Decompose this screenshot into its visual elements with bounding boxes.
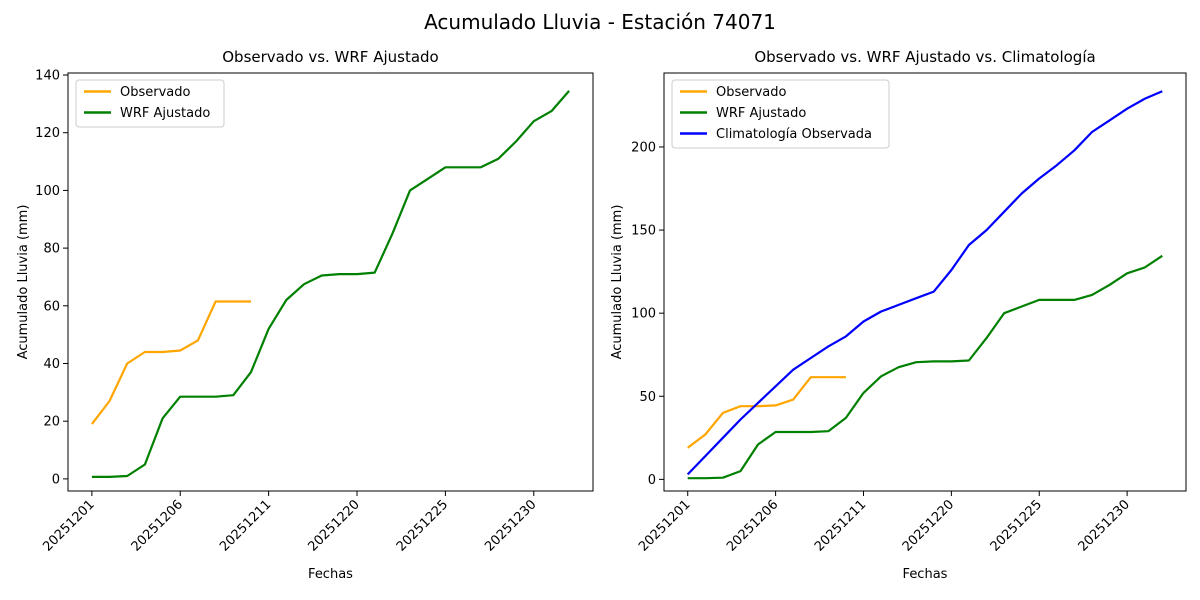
plot-border xyxy=(663,72,1187,492)
y-tick-label: 100 xyxy=(631,307,656,322)
y-axis-label: Acumulado Lluvia (mm) xyxy=(16,205,31,360)
x-tick-label: 20251225 xyxy=(394,497,451,554)
x-tick-label: 20251211 xyxy=(812,497,869,554)
x-tick-label: 20251220 xyxy=(305,497,362,554)
y-tick-label: 60 xyxy=(43,299,60,314)
y-tick-label: 140 xyxy=(35,69,60,84)
legend-label-observado: Observado xyxy=(716,85,787,100)
legend-box xyxy=(671,79,890,149)
x-tick-label: 20251230 xyxy=(482,497,539,554)
x-tick-label: 20251201 xyxy=(636,497,693,554)
y-tick-label: 0 xyxy=(52,472,60,487)
figure-title: Acumulado Lluvia - Estación 74071 xyxy=(424,10,776,34)
series-line-observado xyxy=(687,376,846,449)
legend: Observado WRF Ajustado xyxy=(75,79,225,128)
y-tick-label: 20 xyxy=(43,415,60,430)
series-line-wrf-ajustado xyxy=(91,90,570,478)
chart-title: Observado vs. WRF Ajustado xyxy=(222,48,438,66)
legend-label-climatologia-observada: Climatología Observada xyxy=(716,127,872,142)
chart-title: Observado vs. WRF Ajustado vs. Climatolo… xyxy=(754,48,1095,66)
y-tick-label: 50 xyxy=(639,390,656,405)
y-axis-label: Acumulado Lluvia (mm) xyxy=(610,205,625,360)
x-tick-label: 20251211 xyxy=(217,497,274,554)
y-tick-label: 200 xyxy=(631,140,656,155)
x-tick-label: 20251230 xyxy=(1076,497,1133,554)
y-tick-label: 80 xyxy=(43,242,60,257)
y-tick-label: 0 xyxy=(648,473,656,488)
x-axis-label: Fechas xyxy=(308,567,353,582)
legend-label-wrf-ajustado: WRF Ajustado xyxy=(716,106,806,121)
legend-box xyxy=(75,79,225,128)
x-axis-label: Fechas xyxy=(903,567,948,582)
legend: Observado WRF Ajustado Climatología Observ… xyxy=(671,79,890,149)
x-tick-label: 20251206 xyxy=(129,497,186,554)
x-tick-label: 20251225 xyxy=(988,497,1045,554)
y-tick-label: 120 xyxy=(35,126,60,141)
y-tick-label: 100 xyxy=(35,184,60,199)
series-line-climatologia-observada xyxy=(686,90,1163,476)
x-tick-label: 20251220 xyxy=(900,497,957,554)
plot-border xyxy=(67,72,594,492)
legend-label-wrf-ajustado: WRF Ajustado xyxy=(120,106,210,121)
x-tick-label: 20251201 xyxy=(40,497,97,554)
series-line-observado xyxy=(91,300,251,425)
series-line-wrf-ajustado xyxy=(687,254,1163,480)
legend-label-observado: Observado xyxy=(120,85,191,100)
y-tick-label: 150 xyxy=(631,224,656,239)
chart-observado-vs-wrf-vs-climatologia: Observado vs. WRF Ajustado vs. Climatolo… xyxy=(610,48,1187,582)
chart-observado-vs-wrf: Observado vs. WRF Ajustado Fechas Acumulad… xyxy=(16,48,594,582)
x-tick-label: 20251206 xyxy=(724,497,781,554)
y-tick-label: 40 xyxy=(43,357,60,372)
